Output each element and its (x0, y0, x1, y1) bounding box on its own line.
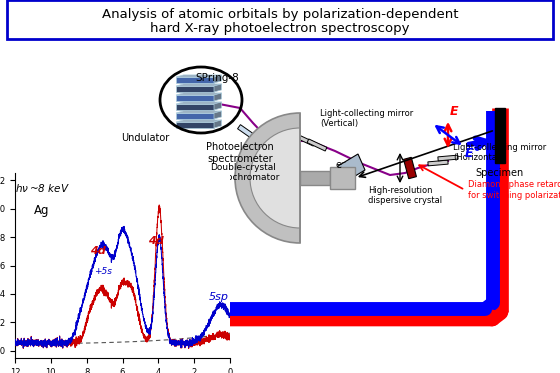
Text: High-resolution
dispersive crystal: High-resolution dispersive crystal (368, 186, 442, 206)
Text: e⁻: e⁻ (335, 160, 346, 170)
Polygon shape (428, 160, 448, 166)
Polygon shape (176, 75, 222, 77)
Polygon shape (237, 125, 259, 141)
Polygon shape (176, 93, 222, 95)
Polygon shape (307, 139, 327, 151)
Polygon shape (338, 154, 365, 184)
Polygon shape (176, 113, 214, 119)
Polygon shape (176, 120, 222, 122)
Text: Diamond phase retarder
for switching polarization: Diamond phase retarder for switching pol… (468, 180, 560, 200)
Wedge shape (250, 128, 300, 228)
Polygon shape (251, 137, 273, 153)
Text: E: E (450, 105, 459, 118)
Polygon shape (214, 120, 222, 128)
Polygon shape (214, 111, 222, 119)
Text: +5s: +5s (94, 267, 112, 276)
Polygon shape (214, 84, 222, 92)
Polygon shape (176, 84, 222, 86)
Polygon shape (438, 155, 458, 161)
Text: $h\nu\,$~8 keV: $h\nu\,$~8 keV (15, 182, 69, 194)
Polygon shape (214, 75, 222, 83)
FancyBboxPatch shape (7, 0, 553, 39)
Polygon shape (214, 93, 222, 101)
Text: Photoelectron
spectrometer: Photoelectron spectrometer (206, 142, 274, 164)
Bar (330, 167, 355, 189)
Polygon shape (295, 134, 315, 146)
Polygon shape (176, 86, 214, 92)
Text: 5sp: 5sp (208, 292, 228, 302)
Polygon shape (214, 102, 222, 110)
Polygon shape (176, 77, 214, 83)
Text: Double-crystal
monochromator: Double-crystal monochromator (207, 163, 279, 182)
Text: Undulator: Undulator (121, 133, 169, 143)
Text: Light-collecting mirror
(Horizontal): Light-collecting mirror (Horizontal) (453, 143, 546, 162)
Polygon shape (176, 102, 222, 104)
Bar (300, 171, 330, 185)
Text: Analysis of atomic orbitals by polarization-dependent: Analysis of atomic orbitals by polarizat… (102, 8, 458, 21)
Polygon shape (176, 111, 222, 113)
Wedge shape (235, 113, 300, 243)
Text: Ag: Ag (34, 204, 50, 217)
Polygon shape (176, 95, 214, 101)
Text: 4d: 4d (90, 246, 106, 256)
Text: 4d: 4d (148, 236, 164, 246)
Text: Light-collecting mirror
(Vertical): Light-collecting mirror (Vertical) (320, 109, 413, 128)
Bar (495, 107, 505, 163)
Polygon shape (404, 157, 417, 179)
Text: SPring-8: SPring-8 (195, 73, 239, 83)
Text: Specimen: Specimen (476, 167, 524, 178)
Polygon shape (176, 122, 214, 128)
Text: hard X-ray photoelectron spectroscopy: hard X-ray photoelectron spectroscopy (150, 22, 410, 35)
Polygon shape (176, 104, 214, 110)
Text: E: E (465, 147, 474, 160)
